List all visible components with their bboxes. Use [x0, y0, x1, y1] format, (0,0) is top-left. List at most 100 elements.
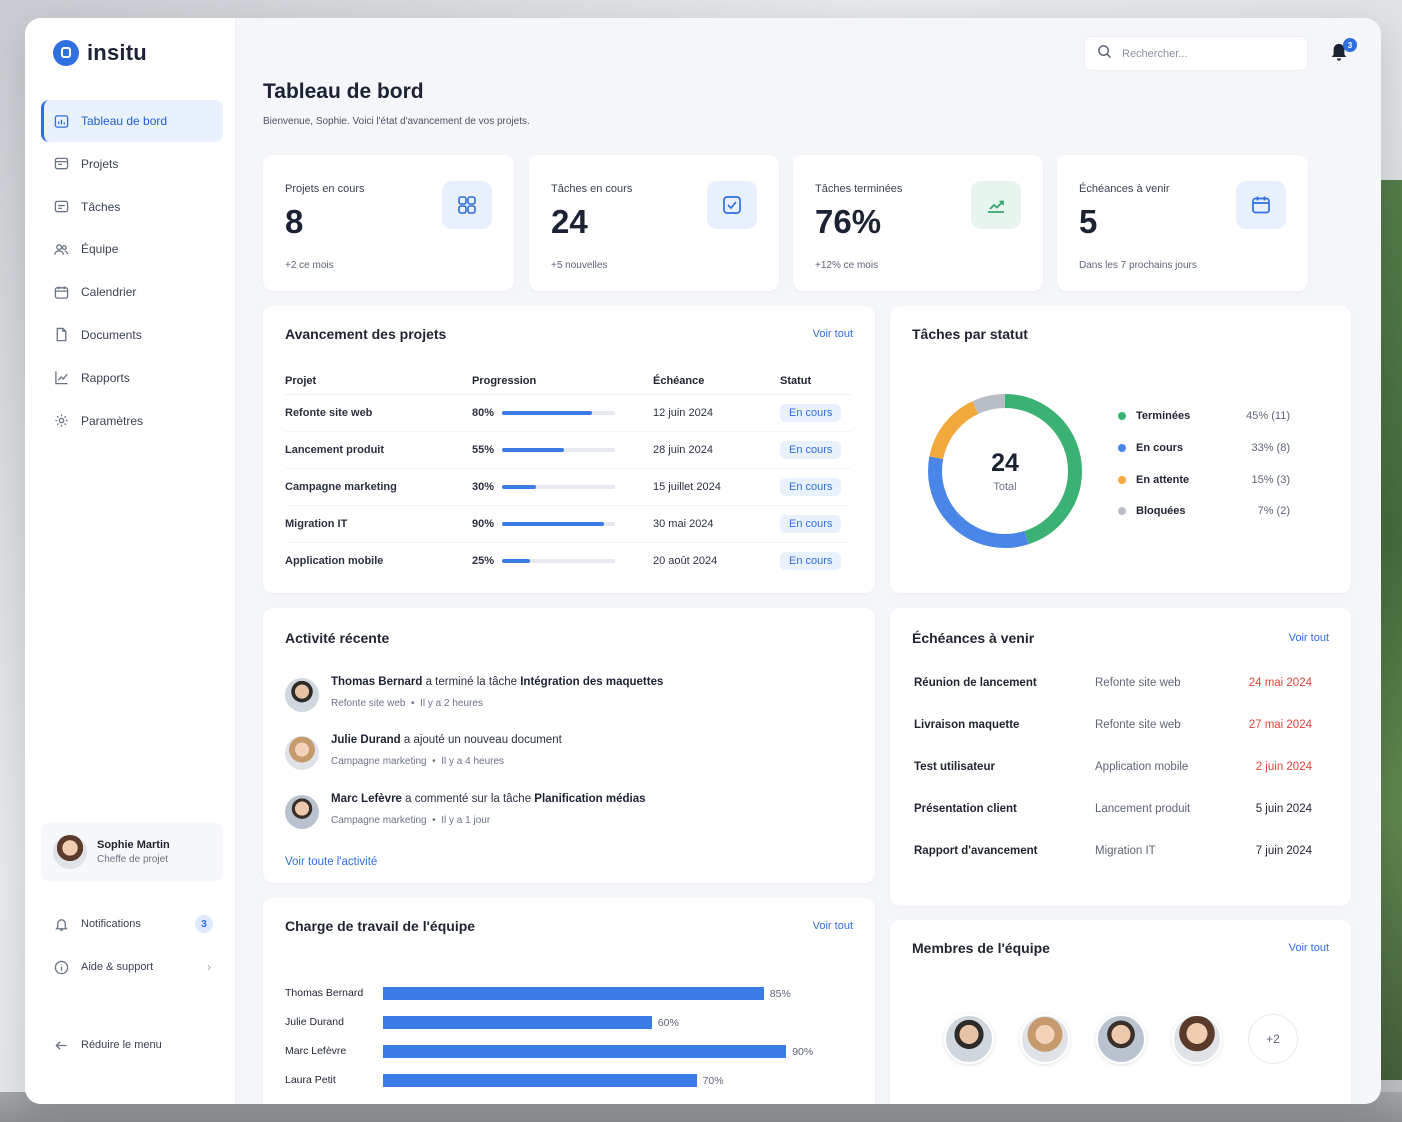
sidebar-item-label: Tâches — [81, 199, 121, 214]
sidebar-item-calendar[interactable]: Calendrier — [41, 271, 223, 313]
legend-dot — [1118, 507, 1126, 515]
table-row[interactable]: Lancement produit 55% 28 juin 2024 En cours — [285, 431, 851, 469]
workload-bar[interactable] — [383, 1016, 652, 1029]
collapse-label: Réduire le menu — [81, 1039, 162, 1051]
team-member-avatar[interactable] — [944, 1014, 994, 1064]
workload-bar[interactable] — [383, 1074, 697, 1087]
workload-member-name: Julie Durand — [285, 1016, 344, 1028]
avatar — [285, 736, 319, 770]
team-member-avatar[interactable] — [1096, 1014, 1146, 1064]
activity-meta: Refonte site web • Il y a 2 heures — [331, 698, 483, 709]
column-header[interactable]: Échéance — [653, 368, 780, 395]
projects-grid-icon — [442, 181, 492, 229]
project-name: Application mobile — [285, 554, 384, 567]
activity-user[interactable]: Julie Durand — [331, 734, 401, 746]
notifications-label: Notifications — [81, 918, 141, 930]
calendar-icon — [1236, 181, 1286, 229]
progress-bar — [502, 410, 615, 415]
help-support-link[interactable]: Aide & support › — [41, 947, 223, 987]
recent-activity-card: Activité récente Thomas Bernard a termin… — [263, 608, 875, 883]
legend-value: 45% (11) — [1246, 410, 1290, 422]
legend-label: Bloquées — [1136, 505, 1186, 517]
workload-bar[interactable] — [383, 987, 764, 1000]
workload-row: Thomas Bernard 85% — [285, 987, 825, 1001]
workload-value: 70% — [702, 1075, 724, 1087]
sidebar-item-label: Équipe — [81, 242, 119, 257]
notifications-link[interactable]: Notifications 3 — [41, 904, 223, 944]
card-title: Avancement des projets — [285, 326, 447, 342]
view-all-link[interactable]: Voir tout — [1288, 632, 1329, 644]
donut-segment-encours[interactable] — [928, 394, 1082, 548]
sidebar-item-tasks[interactable]: Tâches — [41, 186, 223, 228]
sidebar-item-label: Documents — [81, 327, 142, 342]
logo[interactable]: insitu — [53, 40, 147, 66]
team-member-avatar[interactable] — [1172, 1014, 1222, 1064]
sidebar-item-reports[interactable]: Rapports — [41, 357, 223, 399]
report-icon — [53, 370, 69, 386]
activity-action: a commenté sur la tâche — [405, 793, 532, 805]
info-icon — [53, 959, 69, 975]
table-row[interactable]: Campagne marketing 30% 15 juillet 2024 En c… — [285, 468, 851, 506]
sidebar-item-settings[interactable]: Paramètres — [41, 400, 223, 442]
arrow-left-icon — [53, 1037, 69, 1053]
more-members-button[interactable]: +2 — [1248, 1014, 1298, 1064]
progress-bar — [502, 521, 615, 526]
project-due-date: 28 juin 2024 — [653, 431, 780, 469]
calendar-icon — [53, 284, 69, 300]
team-member-avatar[interactable] — [1020, 1014, 1070, 1064]
deadline-date: 27 mai 2024 — [1248, 719, 1312, 731]
activity-user[interactable]: Marc Lefèvre — [331, 793, 402, 805]
table-row[interactable]: Refonte site web 80% 12 juin 2024 En cours — [285, 394, 851, 432]
notifications-count-badge: 3 — [195, 915, 213, 933]
activity-time: Il y a 2 heures — [420, 698, 483, 709]
table-header-row: Projet Progression Échéance Statut — [285, 368, 851, 395]
projects-progress-card: Avancement des projets Voir tout Projet … — [263, 306, 875, 593]
sidebar-item-projects[interactable]: Projets — [41, 143, 223, 185]
activity-target[interactable]: Planification médias — [534, 793, 646, 805]
page-subtitle: Bienvenue, Sophie. Voici l'état d'avance… — [263, 116, 530, 127]
activity-action: a terminé la tâche — [425, 676, 518, 688]
search-bar[interactable] — [1084, 36, 1308, 71]
sidebar-item-team[interactable]: Équipe — [41, 228, 223, 270]
column-header[interactable]: Progression — [472, 368, 653, 395]
donut-segment-bloquées[interactable] — [928, 394, 1082, 548]
view-all-activity-link[interactable]: Voir toute l'activité — [285, 856, 378, 868]
app-window: insitu Tableau de bord Projets Tâches — [25, 18, 1381, 1104]
view-all-link[interactable]: Voir tout — [812, 328, 853, 340]
column-header[interactable]: Statut — [780, 368, 851, 395]
stat-note: +5 nouvelles — [551, 260, 608, 271]
view-all-link[interactable]: Voir tout — [812, 920, 853, 932]
activity-user[interactable]: Thomas Bernard — [331, 676, 423, 688]
collapse-menu-button[interactable]: Réduire le menu — [41, 1025, 223, 1065]
user-card[interactable]: Sophie Martin Cheffe de projet — [41, 822, 223, 882]
project-due-date: 30 mai 2024 — [653, 505, 780, 543]
stat-card-tasks-in-progress: Tâches en cours 24 +5 nouvelles — [529, 155, 779, 291]
notification-bell-icon[interactable] — [1329, 42, 1351, 64]
deadline-name: Réunion de lancement — [914, 677, 1037, 689]
stat-note: +12% ce mois — [815, 260, 879, 271]
progress-bar-fill — [502, 521, 604, 526]
search-input[interactable] — [1122, 47, 1292, 60]
status-badge: En cours — [780, 477, 842, 496]
stat-note: Dans les 7 prochains jours — [1079, 260, 1197, 271]
search-icon — [1097, 44, 1112, 64]
activity-text: Marc Lefèvre a commenté sur la tâche Pla… — [331, 793, 646, 805]
table-row[interactable]: Migration IT 90% 30 mai 2024 En cours — [285, 505, 851, 543]
column-header[interactable]: Projet — [285, 368, 472, 395]
card-title: Activité récente — [285, 630, 390, 646]
progress-percent: 25% — [472, 554, 495, 567]
project-progress: 90% — [472, 505, 653, 543]
stat-card-deadlines: Échéances à venir 5 Dans les 7 prochains… — [1057, 155, 1308, 291]
activity-target[interactable]: Intégration des maquettes — [520, 676, 664, 688]
user-name: Sophie Martin — [97, 839, 170, 851]
sidebar-item-dashboard[interactable]: Tableau de bord — [41, 100, 223, 142]
app-name: insitu — [87, 40, 147, 65]
workload-bar[interactable] — [383, 1045, 787, 1058]
table-row[interactable]: Application mobile 25% 20 août 2024 En cour… — [285, 542, 851, 579]
checkbox-icon — [707, 181, 757, 229]
sidebar-item-documents[interactable]: Documents — [41, 314, 223, 356]
view-all-link[interactable]: Voir tout — [1288, 942, 1329, 954]
activity-time: Il y a 1 jour — [441, 815, 491, 826]
deadline-project: Application mobile — [1095, 761, 1189, 773]
progress-bar — [502, 484, 615, 489]
